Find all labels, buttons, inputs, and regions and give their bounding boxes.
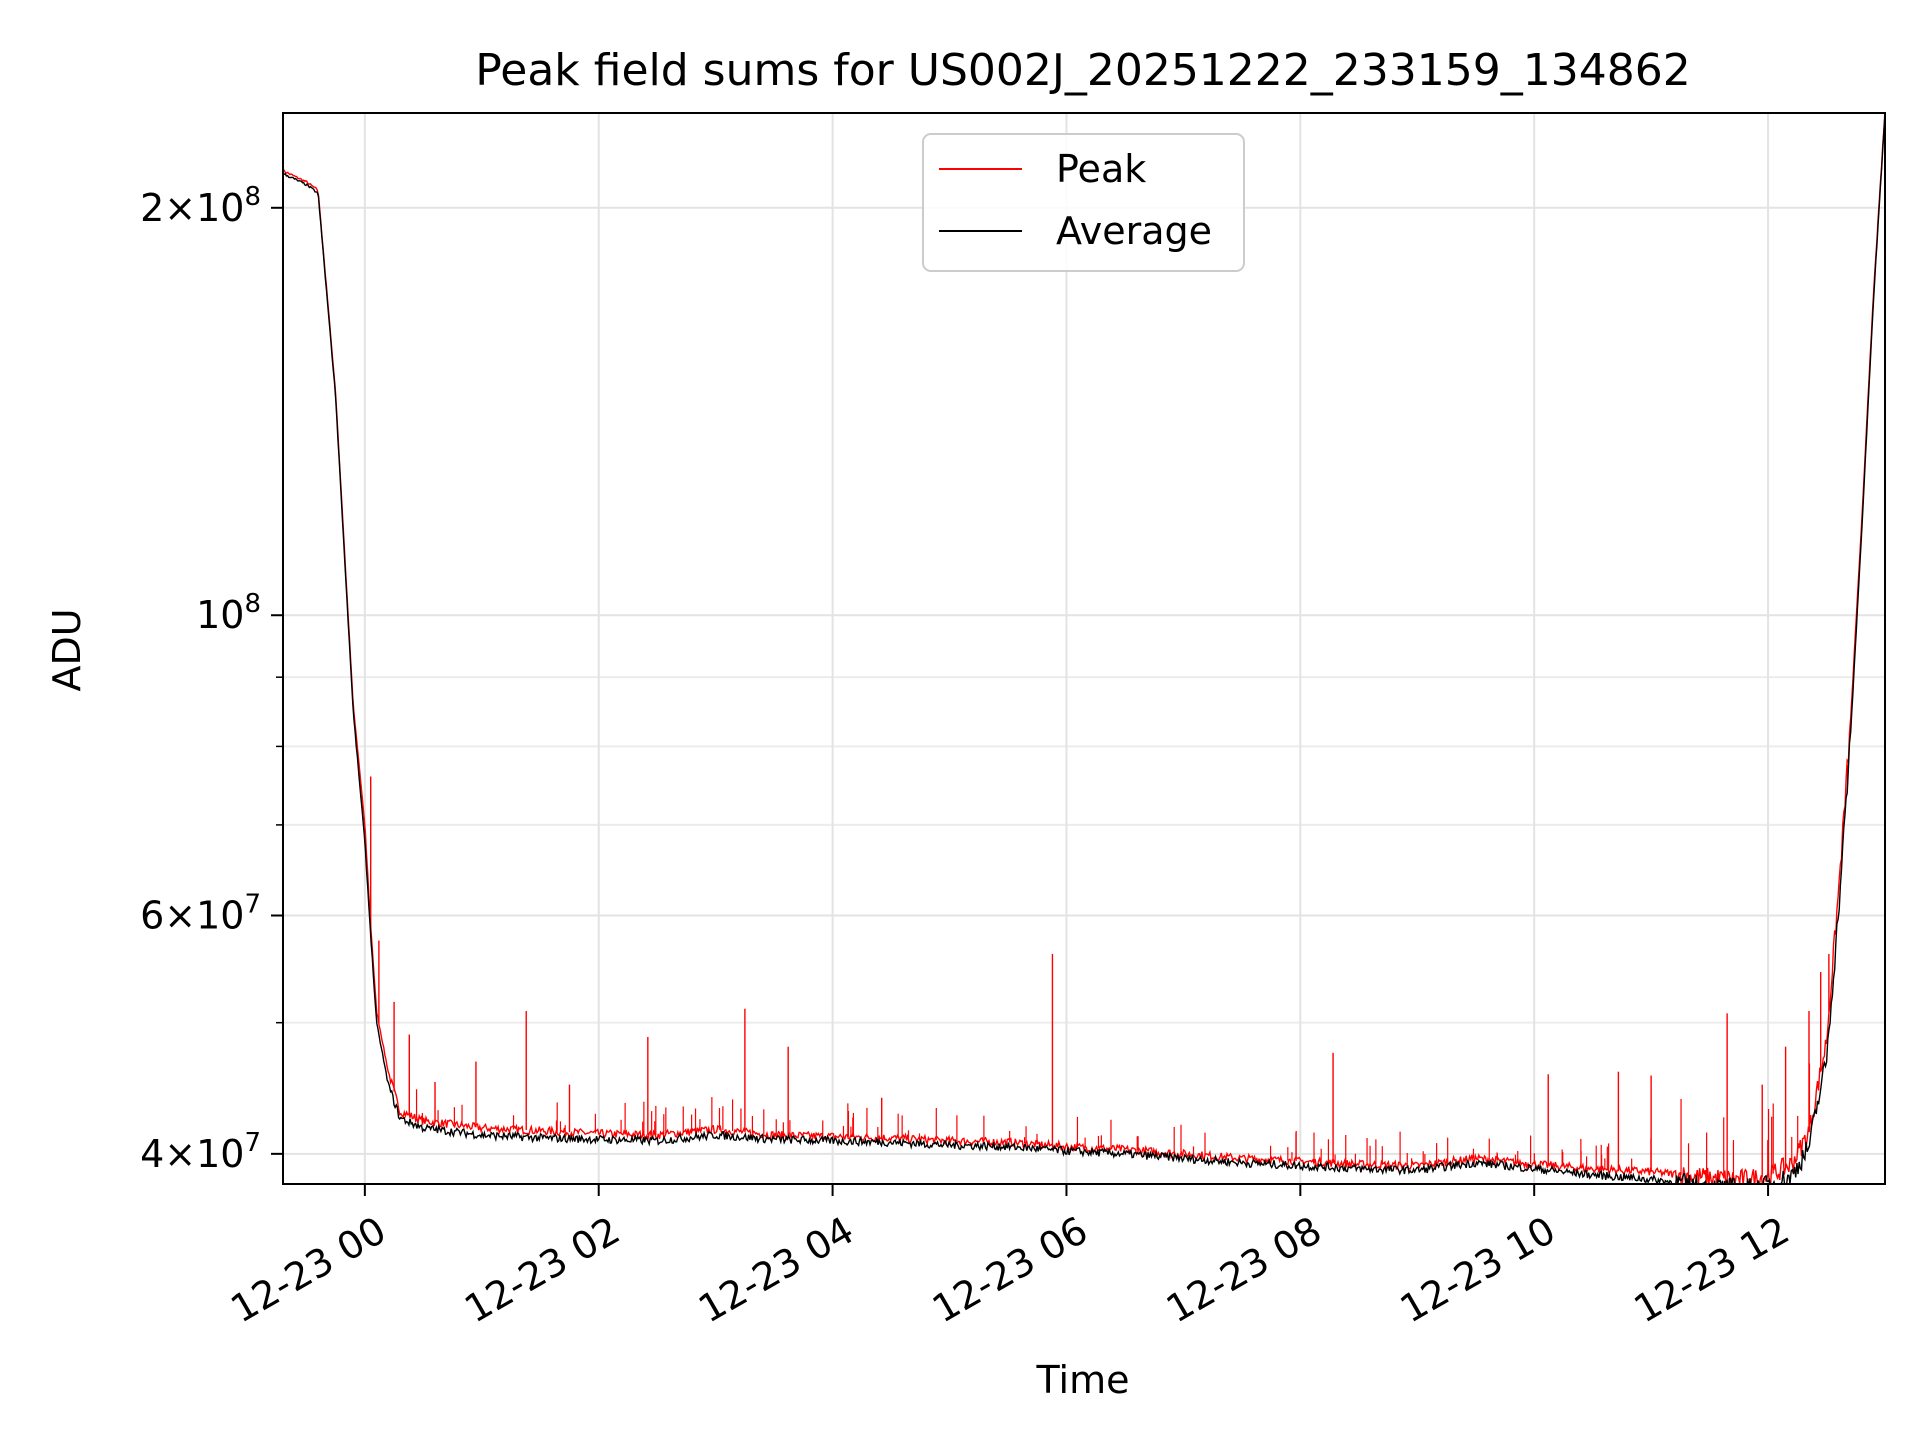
- x-tick-label: 12-23 06: [925, 1208, 1095, 1332]
- x-tick-label: 12-23 08: [1159, 1208, 1329, 1332]
- series-layer: [283, 113, 1885, 1184]
- legend-average-label: Average: [1056, 209, 1212, 253]
- chart-title: Peak field sums for US002J_20251222_2331…: [475, 45, 1690, 96]
- legend-peak-label: Peak: [1056, 147, 1146, 191]
- x-tick-label: 12-23 10: [1393, 1208, 1563, 1332]
- x-axis-label: Time: [1036, 1358, 1130, 1402]
- y-tick-label: 108: [196, 589, 261, 637]
- y-tick-label: 6×107: [140, 890, 261, 938]
- average-series-line: [283, 113, 1885, 1184]
- x-tick-label: 12-23 02: [457, 1208, 627, 1332]
- plot-frame: [282, 112, 1886, 1185]
- x-tick-label: 12-23 12: [1627, 1208, 1797, 1332]
- x-tick-label: 12-23 04: [691, 1208, 861, 1332]
- legend: Peak Average: [922, 133, 1245, 272]
- y-tick-label: 4×107: [140, 1128, 261, 1176]
- y-tick-label: 2×108: [140, 182, 261, 230]
- peak-series-line: [283, 113, 1885, 1184]
- x-tick-label: 12-23 00: [223, 1208, 393, 1332]
- grid-layer: [283, 113, 1885, 1184]
- y-axis-label: ADU: [45, 608, 89, 691]
